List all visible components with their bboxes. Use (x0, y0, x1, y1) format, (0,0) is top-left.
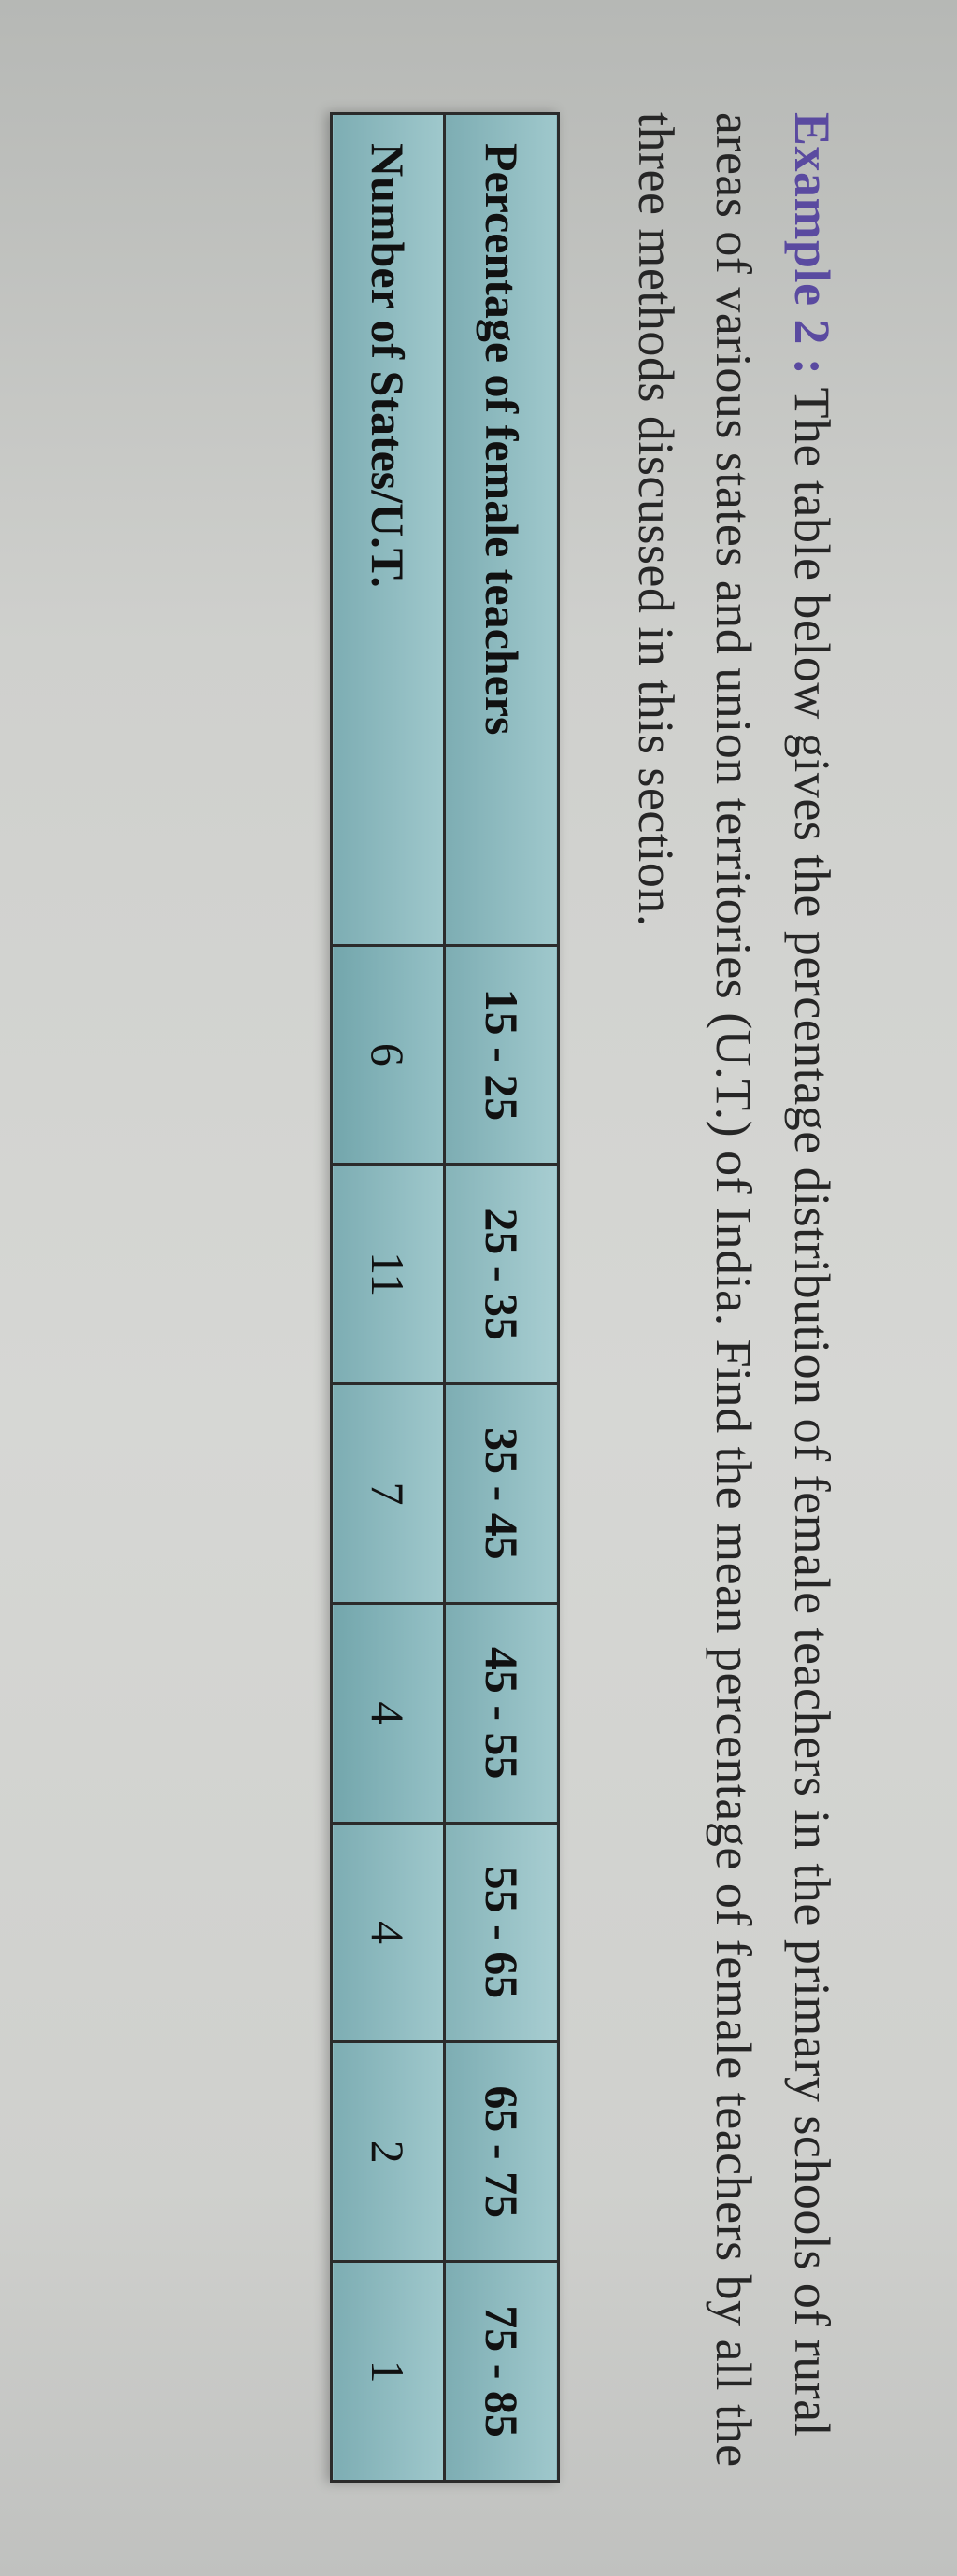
table-cell: 6 (331, 945, 445, 1165)
col-header: 45 - 55 (445, 1603, 559, 1823)
table-cell: 1 (331, 2262, 445, 2482)
example-label: Example 2 : (784, 112, 840, 376)
scanned-page: Example 2 : The table below gives the pe… (0, 0, 957, 2576)
table-row: Percentage of female teachers 15 - 25 25… (445, 114, 559, 2482)
col-header: 75 - 85 (445, 2262, 559, 2482)
col-header: 65 - 75 (445, 2042, 559, 2262)
page-content: Example 2 : The table below gives the pe… (0, 0, 957, 2576)
row-header-count: Number of States/U.T. (331, 114, 445, 946)
col-header: 55 - 65 (445, 1823, 559, 2042)
table-row: Number of States/U.T. 6 11 7 4 4 2 1 (331, 114, 445, 2482)
table-cell: 7 (331, 1384, 445, 1604)
col-header: 35 - 45 (445, 1384, 559, 1604)
table-cell: 2 (331, 2042, 445, 2262)
col-header: 25 - 35 (445, 1165, 559, 1384)
table-cell: 4 (331, 1823, 445, 2042)
distribution-table: Percentage of female teachers 15 - 25 25… (330, 112, 560, 2483)
row-header-percentage: Percentage of female teachers (445, 114, 559, 946)
example-paragraph: Example 2 : The table below gives the pe… (616, 112, 850, 2483)
table-cell: 4 (331, 1603, 445, 1823)
table-cell: 11 (331, 1165, 445, 1384)
col-header: 15 - 25 (445, 945, 559, 1165)
example-text: The table below gives the percentage dis… (628, 112, 840, 2468)
